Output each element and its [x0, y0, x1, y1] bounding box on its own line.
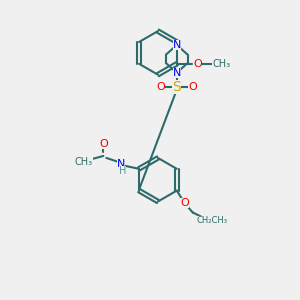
- Text: O: O: [188, 82, 197, 92]
- Text: N: N: [172, 40, 181, 50]
- Text: N: N: [172, 68, 181, 78]
- Text: N: N: [117, 159, 125, 169]
- Text: S: S: [172, 80, 181, 94]
- Text: CH₃: CH₃: [212, 59, 230, 69]
- Text: CH₃: CH₃: [74, 157, 93, 167]
- Text: O: O: [99, 139, 108, 149]
- Text: O: O: [157, 82, 165, 92]
- Text: CH₂CH₃: CH₂CH₃: [197, 216, 228, 225]
- Text: O: O: [193, 59, 202, 69]
- Text: O: O: [180, 197, 189, 208]
- Text: H: H: [118, 166, 126, 176]
